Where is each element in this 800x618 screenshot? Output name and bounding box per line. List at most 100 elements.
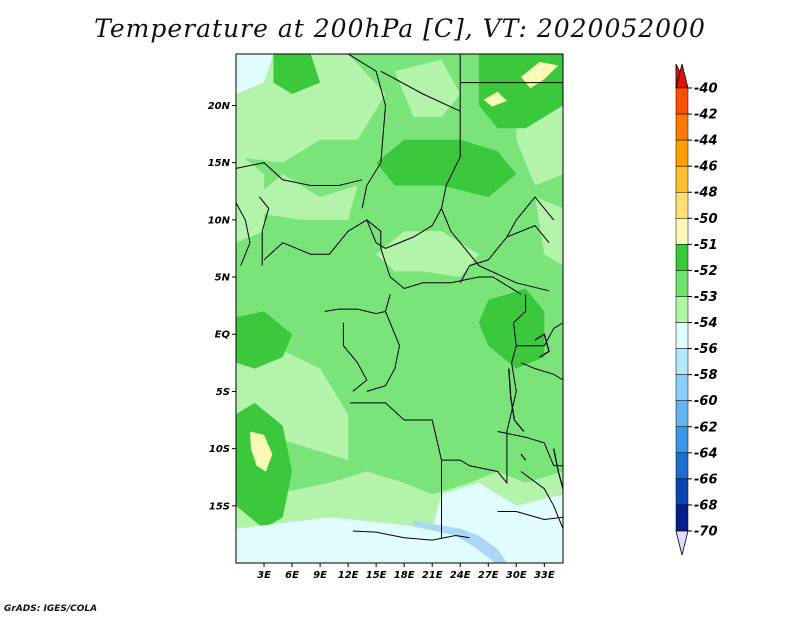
field-dark-northwest	[273, 54, 321, 94]
lat-tick-label: 5N	[215, 273, 231, 284]
colorbar-label: -58	[694, 368, 718, 383]
colorbar-label: -60	[694, 394, 718, 409]
boundary-line	[350, 402, 508, 485]
chart-title: Temperature at 200hPa [C], VT: 202005200…	[94, 14, 706, 43]
colorbar-label: -68	[694, 498, 718, 513]
lon-tick-label: 27E	[478, 570, 499, 581]
map-frame	[235, 53, 564, 564]
lake-outline	[553, 448, 563, 489]
colorbar-label: -50	[694, 212, 718, 227]
colorbar-swatch	[675, 165, 689, 193]
lon-tick-label: 21E	[422, 570, 443, 581]
boundary-line	[516, 322, 563, 347]
lat-tick-label: 15S	[209, 501, 230, 512]
field-dark-sudan	[376, 139, 517, 197]
boundary-line	[324, 294, 391, 315]
lon-tick-label: 6E	[285, 570, 299, 581]
colorbar-label: -62	[694, 420, 718, 435]
colorbar-swatch	[675, 139, 689, 167]
field-dark-atlantic-eq	[236, 311, 293, 369]
lon-tick-label: 24E	[450, 570, 471, 581]
colorbar-label: -56	[694, 342, 718, 357]
lake-outline	[534, 333, 550, 358]
colorbar-arrow-bottom	[675, 530, 689, 556]
field-light-sahel	[254, 174, 358, 220]
colorbar-swatch	[675, 452, 689, 480]
country-boundaries	[236, 54, 563, 541]
boundary-line	[352, 530, 470, 541]
colorbar-swatch	[675, 374, 689, 401]
boundary-line	[459, 224, 550, 284]
lat-tick-label: 10S	[209, 444, 230, 455]
field-pale-northwest	[236, 54, 274, 94]
colorbar-swatch	[675, 322, 689, 349]
boundary-line	[520, 471, 563, 529]
latitude-axis: 20N 15N 10N 5N EQ 5S 10S 15S	[208, 101, 236, 512]
lat-tick-label: 20N	[208, 101, 231, 112]
colorbar-label: -46	[694, 160, 718, 175]
field-light-north	[236, 54, 386, 163]
lon-tick-label: 9E	[313, 570, 327, 581]
field-light-west	[236, 151, 264, 243]
colorbar-swatch	[675, 191, 689, 219]
colorbar-swatch	[675, 296, 689, 323]
boundary-line	[263, 219, 382, 261]
colorbar-swatch	[675, 244, 689, 271]
colorbar-swatch	[675, 348, 689, 375]
lake-outline	[520, 453, 527, 461]
colorbar-label: -53	[694, 290, 718, 305]
field-yellow-north-b	[483, 91, 507, 107]
lat-tick-label: 10N	[208, 215, 231, 226]
field-yellow-south	[250, 431, 273, 472]
colorbar-label: -51	[694, 238, 718, 253]
colorbar-swatch	[675, 478, 689, 506]
lon-tick-label: 18E	[394, 570, 415, 581]
colorbar-label: -44	[694, 134, 718, 149]
colorbar-swatch	[675, 400, 689, 428]
colorbar-label: -40	[694, 82, 718, 97]
colorbar-label: -42	[694, 108, 718, 123]
colorbar-swatch	[675, 426, 689, 454]
boundary-line	[450, 230, 550, 292]
field-blue-band	[413, 520, 507, 563]
field-dark-greatlakes	[478, 288, 545, 369]
colorbar-swatch	[675, 87, 689, 115]
colorbar-label: -70	[694, 525, 718, 540]
lon-tick-label: 33E	[534, 570, 555, 581]
colorbar-label: -48	[694, 186, 718, 201]
boundary-line	[366, 208, 442, 249]
boundary-line	[236, 162, 363, 186]
boundary-line	[342, 322, 368, 392]
boundary-line	[380, 248, 522, 295]
boundary-line	[259, 196, 270, 266]
map-field	[236, 54, 563, 563]
field-light-car	[376, 231, 479, 277]
lat-tick-label: EQ	[215, 330, 231, 341]
lon-tick-label: 30E	[506, 570, 527, 581]
colorbar-label: -52	[694, 264, 718, 279]
lake-outline	[508, 368, 525, 432]
colorbar-swatch	[675, 218, 689, 245]
field-light-northcentral	[394, 59, 461, 117]
boundary-line	[366, 311, 401, 392]
field-light-eastedge	[535, 197, 563, 266]
boundary-line	[497, 511, 563, 521]
credit-text: GrADS: IGES/COLA	[4, 604, 98, 614]
lat-tick-label: 5S	[216, 387, 230, 398]
field-yellow-north	[521, 62, 559, 89]
colorbar-swatch	[675, 270, 689, 297]
colorbar-label: -66	[694, 472, 718, 487]
lon-tick-label: 3E	[257, 570, 271, 581]
colorbar: -40 -42 -44 -46 -48 -50 -51 -52 -53 -54 -56 -58 -60 -…	[675, 63, 718, 556]
colorbar-swatch	[675, 113, 689, 141]
longitude-axis: 3E 6E 9E 12E 15E 18E 21E 24E 27E 30E 33E	[257, 563, 555, 581]
boundary-line	[236, 202, 251, 266]
boundary-line	[347, 54, 387, 209]
colorbar-label: -54	[694, 316, 718, 331]
boundary-line	[520, 362, 563, 381]
lon-tick-label: 15E	[366, 570, 387, 581]
boundary-line	[506, 196, 555, 238]
lat-tick-label: 15N	[208, 158, 231, 169]
colorbar-label: -64	[694, 446, 718, 461]
